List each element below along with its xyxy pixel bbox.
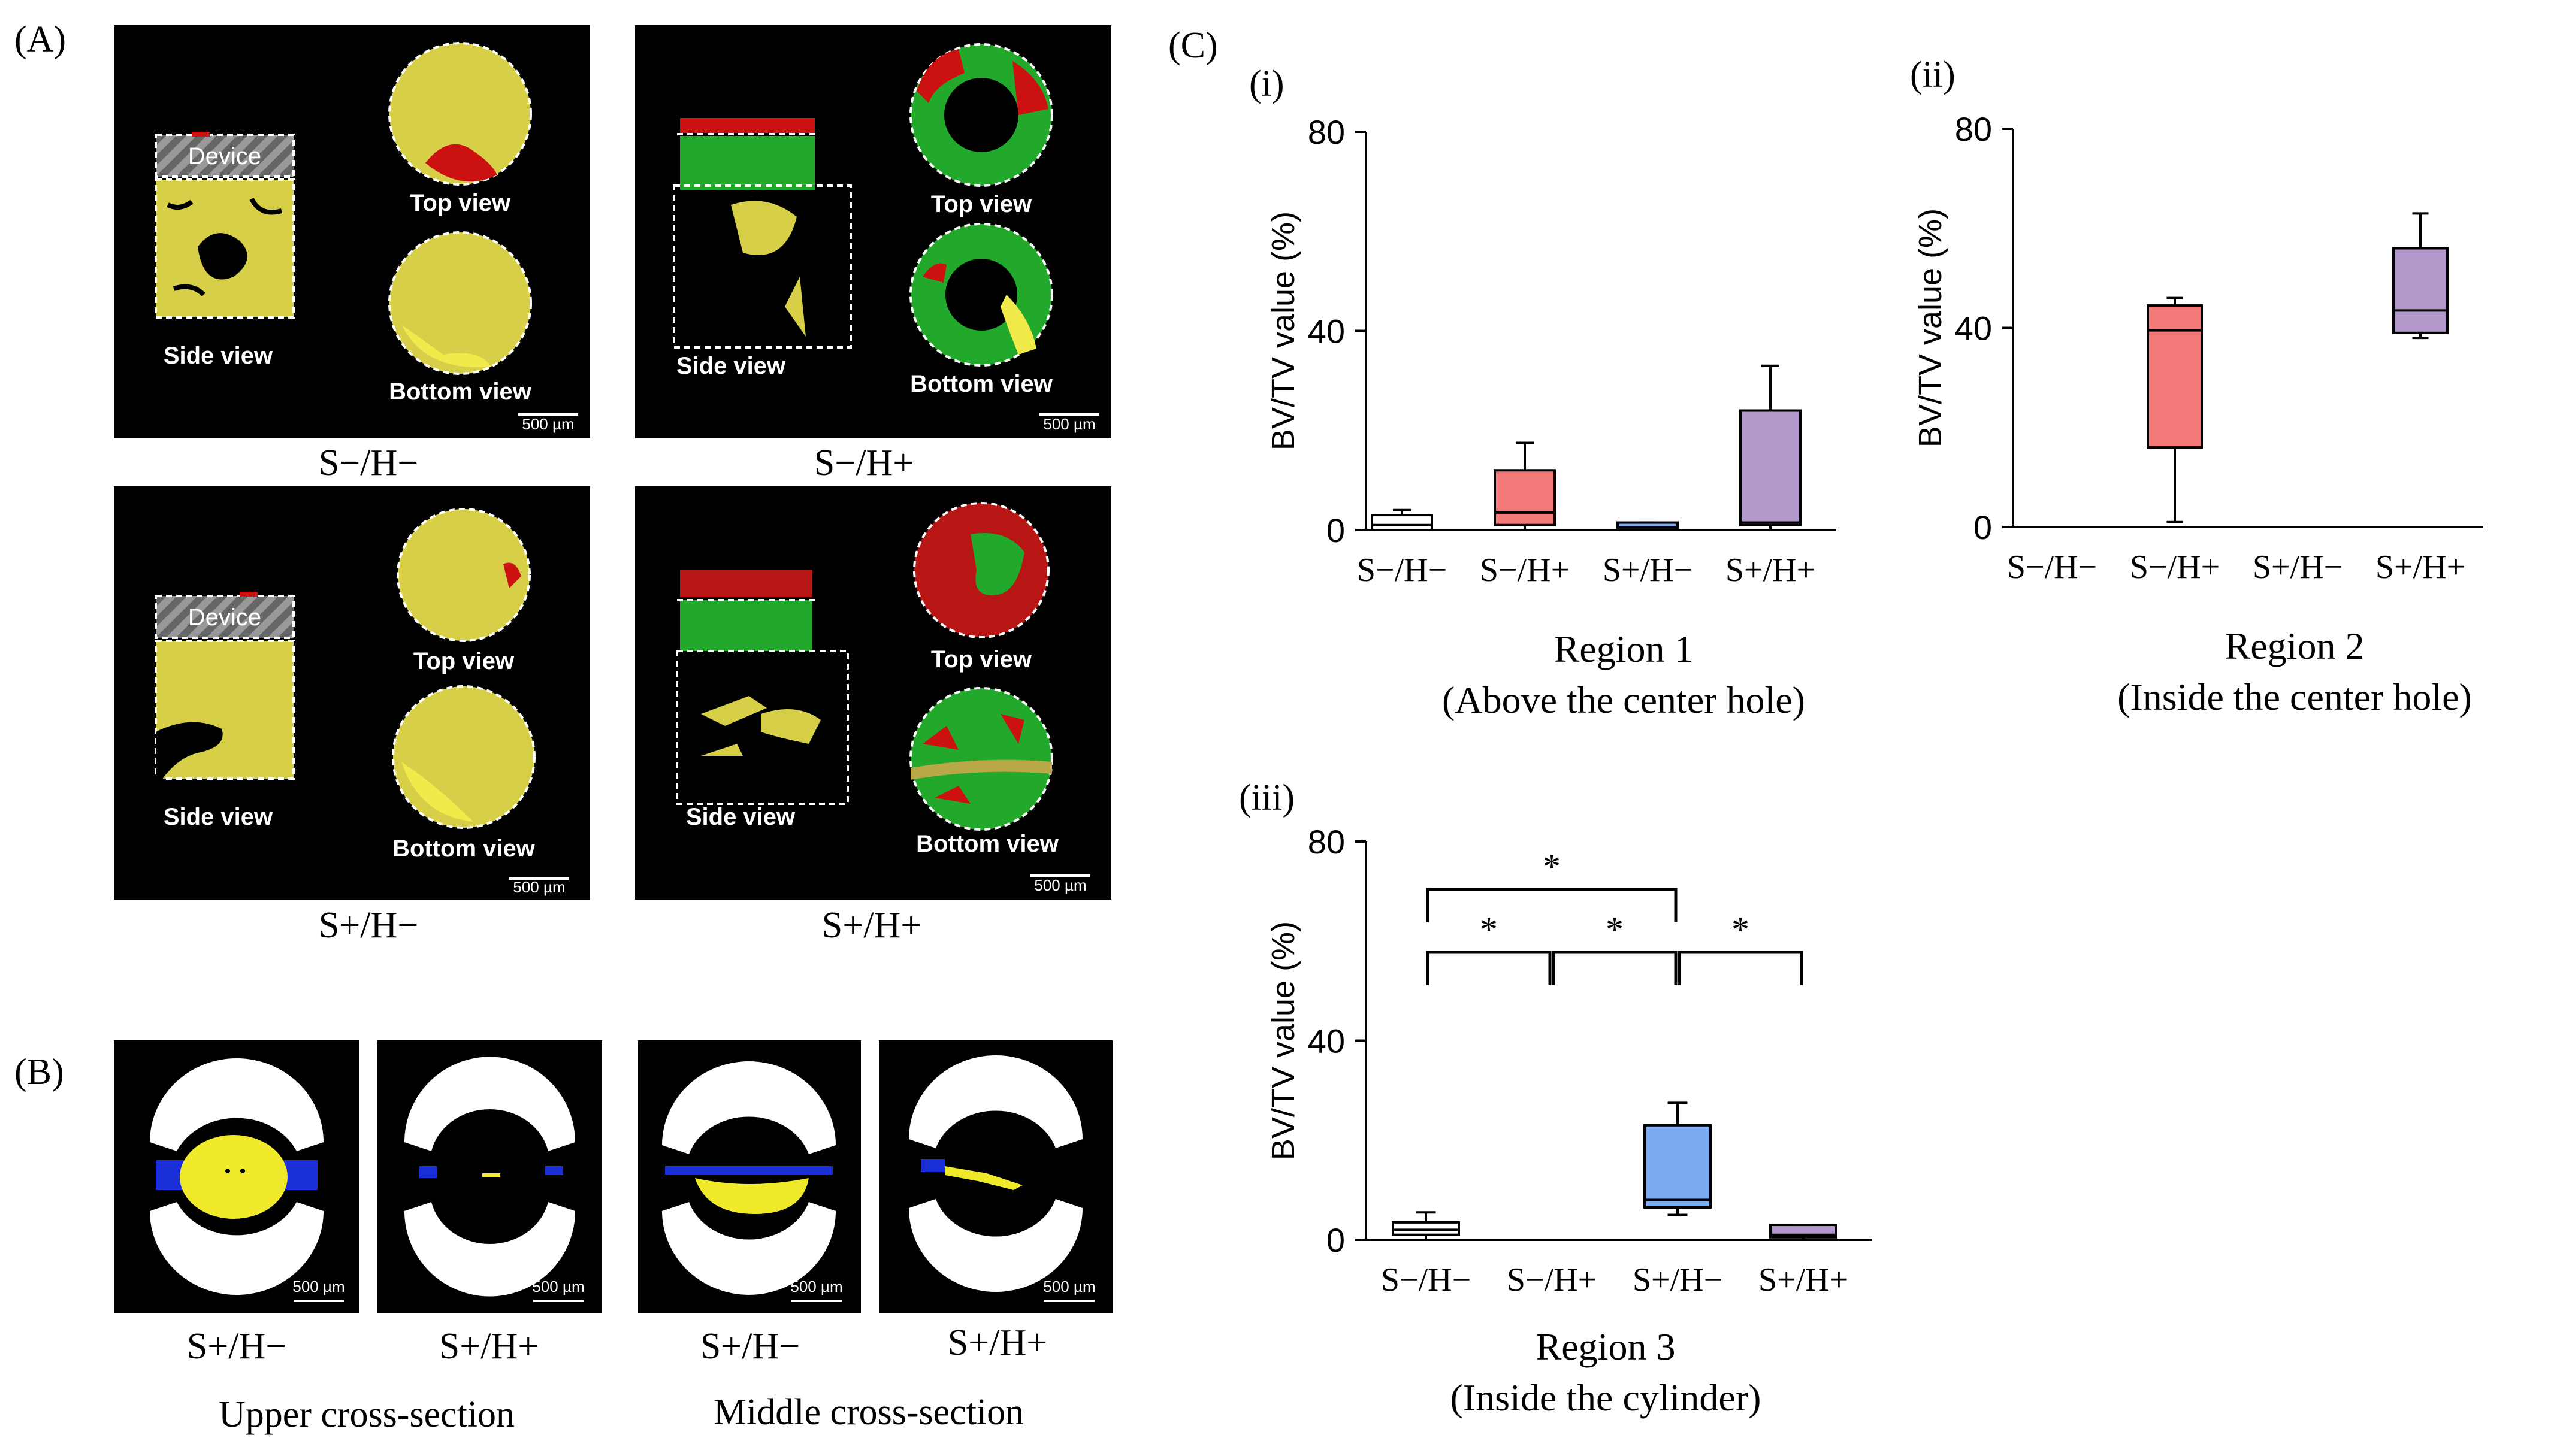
box xyxy=(1494,469,1556,526)
x-category-label: S+/H− xyxy=(1603,552,1692,589)
panel-b-caption-4: S+/H+ xyxy=(948,1322,1047,1363)
y-axis-label: BV/TV value (%) xyxy=(1912,208,1948,447)
x-category-label: S−/H− xyxy=(2007,549,2097,586)
y-tick-label: 40 xyxy=(1308,1022,1345,1060)
chart-subtitle: (Inside the center hole) xyxy=(2117,676,2472,718)
scalebar-label: 500 µm xyxy=(1043,415,1095,433)
chart-title: Region 3 xyxy=(1536,1325,1676,1368)
chart-subtitle: (Inside the cylinder) xyxy=(1450,1376,1761,1419)
panel-b-image-3: 500 µm xyxy=(638,1040,861,1313)
panel-a-caption-4: S+/H+ xyxy=(822,905,921,946)
panel-a-image-4: Side view Top view Bottom view 500 µm xyxy=(635,486,1111,900)
box xyxy=(1392,1221,1460,1236)
x-category-label: S+/H− xyxy=(2253,549,2343,586)
y-axis-label: BV/TV value (%) xyxy=(1265,921,1301,1160)
significance-star: * xyxy=(1480,910,1498,949)
box xyxy=(1739,409,1802,526)
scalebar-label: 500 µm xyxy=(292,1278,344,1295)
scalebar-label: 500 µm xyxy=(513,878,565,896)
y-tick-label: 80 xyxy=(1308,823,1345,861)
x-category-label: S−/H− xyxy=(1381,1261,1471,1298)
chart-region-3: 0 40 80 BV/TV value (%) S−/H− S−/H+ S+/H− S+/H+… xyxy=(1265,823,1872,1419)
x-category-label: S−/H+ xyxy=(1480,552,1570,589)
panel-a-image-3: Device Side view Top view Bottom view 50… xyxy=(114,486,590,900)
panel-a-label: (A) xyxy=(14,19,66,60)
x-category-label: S−/H+ xyxy=(2130,549,2220,586)
panel-a-image-2: Side view Top view Bottom view 500 µm xyxy=(635,25,1111,438)
panel-a-image-1: Device Side view Top view Bottom view 50… xyxy=(114,25,590,438)
y-axis-label: BV/TV value (%) xyxy=(1265,211,1301,450)
y-tick-label: 40 xyxy=(1955,310,1992,347)
y-tick-label: 0 xyxy=(1326,511,1345,549)
significance-bracket xyxy=(1678,951,1803,985)
panel-b-image-4: 500 µm xyxy=(879,1040,1113,1313)
x-category-label: S+/H− xyxy=(1633,1261,1722,1298)
panel-b-caption-3: S+/H− xyxy=(700,1326,800,1367)
box xyxy=(2147,304,2203,449)
sub-ii-label: (ii) xyxy=(1910,55,1955,95)
y-tick-label: 80 xyxy=(1308,113,1345,151)
panel-a-caption-3: S+/H− xyxy=(319,905,418,946)
box xyxy=(1616,521,1679,531)
panel-b-image-1: 500 µm xyxy=(114,1040,359,1313)
y-tick-label: 80 xyxy=(1955,110,1992,148)
chart-title: Region 2 xyxy=(2225,625,2365,667)
panel-b-caption-2: S+/H+ xyxy=(439,1326,539,1367)
chart-title: Region 1 xyxy=(1554,628,1694,670)
sub-i-label: (i) xyxy=(1249,63,1284,104)
top-view-label: Top view xyxy=(413,648,515,674)
box xyxy=(2392,247,2449,334)
significance-bracket xyxy=(1426,951,1552,985)
scalebar-label: 500 µm xyxy=(1034,876,1086,894)
device-label: Device xyxy=(188,143,261,169)
device-label: Device xyxy=(188,604,261,631)
scalebar-label: 500 µm xyxy=(522,415,574,433)
panel-b-label: (B) xyxy=(14,1052,64,1092)
sub-iii-label: (iii) xyxy=(1239,777,1295,818)
top-view-label: Top view xyxy=(410,190,511,216)
bottom-view-label: Bottom view xyxy=(389,379,532,405)
x-category-label: S−/H+ xyxy=(1507,1261,1597,1298)
side-view-label: Side view xyxy=(164,343,273,369)
bottom-view-label: Bottom view xyxy=(916,831,1059,857)
panel-b-image-2: 500 µm xyxy=(377,1040,602,1313)
significance-star: * xyxy=(1543,847,1561,886)
x-category-label: S+/H+ xyxy=(1725,552,1815,589)
panel-a-caption-2: S−/H+ xyxy=(814,443,914,483)
x-category-label: S+/H+ xyxy=(1758,1261,1848,1298)
side-view-label: Side view xyxy=(164,804,273,830)
chart-region-1: 0 40 80 BV/TV value (%) S−/H− S−/H+ S+/H− S+/H+… xyxy=(1265,113,1836,721)
bottom-view-label: Bottom view xyxy=(910,371,1053,397)
significance-bracket xyxy=(1552,951,1678,985)
panel-b-group-middle: Middle cross-section xyxy=(714,1392,1024,1433)
panel-c-label: (C) xyxy=(1168,25,1218,66)
top-view-label: Top view xyxy=(931,191,1032,217)
y-tick-label: 40 xyxy=(1308,313,1345,350)
panel-b-group-upper: Upper cross-section xyxy=(219,1394,515,1435)
y-tick-label: 0 xyxy=(1326,1221,1345,1259)
chart-region-2: 0 40 80 BV/TV value (%) S−/H− S−/H+ S+/H− S+/H+… xyxy=(1912,110,2483,718)
scalebar-label: 500 µm xyxy=(1043,1278,1095,1295)
scalebar-label: 500 µm xyxy=(790,1278,842,1295)
chart-subtitle: (Above the center hole) xyxy=(1442,679,1805,721)
top-view-label: Top view xyxy=(931,646,1032,673)
scalebar-label: 500 µm xyxy=(532,1278,584,1295)
x-category-label: S+/H+ xyxy=(2375,549,2465,586)
box xyxy=(1371,514,1433,531)
x-category-label: S−/H− xyxy=(1357,552,1447,589)
panel-a-caption-1: S−/H− xyxy=(319,443,418,483)
significance-bracket xyxy=(1426,888,1678,922)
box xyxy=(1643,1124,1712,1209)
panel-b-caption-1: S+/H− xyxy=(187,1326,286,1367)
side-view-label: Side view xyxy=(686,804,796,830)
significance-star: * xyxy=(1731,910,1749,949)
side-view-label: Side view xyxy=(676,353,786,379)
bottom-view-label: Bottom view xyxy=(392,836,536,862)
y-tick-label: 0 xyxy=(1973,508,1992,546)
significance-star: * xyxy=(1606,910,1624,949)
